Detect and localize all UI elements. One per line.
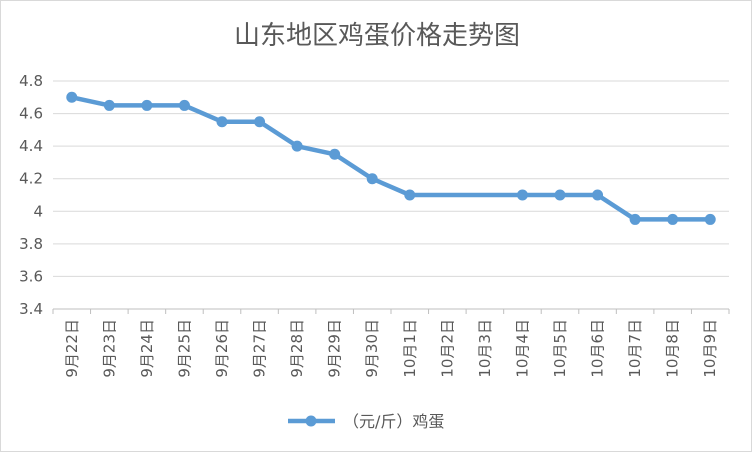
data-point xyxy=(629,213,641,225)
y-tick-label: 4 xyxy=(33,202,43,220)
x-axis: 9月22日 9月23日 9月24日 9月25日 9月26日 9月27日 9月28日 9月29日… xyxy=(52,308,730,378)
y-tick-label: 4.8 xyxy=(19,72,43,90)
data-point xyxy=(516,189,528,201)
x-tick-label: 10月9日 xyxy=(701,319,719,378)
x-tick-label: 10月4日 xyxy=(513,319,531,378)
x-tick-label: 9月25日 xyxy=(175,319,193,378)
legend-label: （元/斤）鸡蛋 xyxy=(343,412,444,431)
y-axis: 3.4 3.6 3.8 4 4.2 4.4 4.6 4.8 xyxy=(19,72,43,318)
y-tick-label: 4.4 xyxy=(19,137,43,155)
x-tick-label: 9月30日 xyxy=(363,319,381,378)
data-point xyxy=(366,173,378,185)
y-tick-label: 4.6 xyxy=(19,105,43,123)
data-point xyxy=(216,116,228,128)
data-point xyxy=(141,99,153,111)
x-tick-label: 9月24日 xyxy=(138,319,156,378)
x-tick-label: 10月1日 xyxy=(401,319,419,378)
y-tick-label: 3.6 xyxy=(19,267,43,285)
x-tick-label: 9月26日 xyxy=(213,319,231,378)
y-tick-label: 3.4 xyxy=(19,300,43,318)
chart-title: 山东地区鸡蛋价格走势图 xyxy=(234,21,520,51)
x-tick-label: 10月6日 xyxy=(589,319,607,378)
data-point xyxy=(66,91,78,103)
data-point xyxy=(291,140,303,152)
data-point xyxy=(329,148,341,160)
data-point xyxy=(667,213,679,225)
data-point xyxy=(178,99,190,111)
legend-marker xyxy=(305,415,317,427)
x-tick-label: 9月27日 xyxy=(251,319,269,378)
x-tick-label: 9月22日 xyxy=(63,319,81,378)
x-tick-label: 10月8日 xyxy=(664,319,682,378)
y-tick-label: 4.2 xyxy=(19,170,43,188)
x-tick-label: 9月29日 xyxy=(326,319,344,378)
series-line xyxy=(69,95,713,222)
data-point xyxy=(254,116,266,128)
data-point xyxy=(592,189,604,201)
series-layer xyxy=(66,91,716,225)
x-tick-label: 9月28日 xyxy=(288,319,306,378)
data-point xyxy=(704,213,716,225)
x-tick-label: 10月2日 xyxy=(438,319,456,378)
data-point xyxy=(404,189,416,201)
x-tick-label: 10月5日 xyxy=(551,319,569,378)
data-point xyxy=(103,99,115,111)
x-tick-label: 10月3日 xyxy=(476,319,494,378)
gridlines xyxy=(53,80,729,277)
data-point xyxy=(554,189,566,201)
y-tick-label: 3.8 xyxy=(19,235,43,253)
x-tick-label: 9月23日 xyxy=(100,319,118,378)
x-tick-label: 10月7日 xyxy=(626,319,644,378)
legend: （元/斤）鸡蛋 xyxy=(288,412,444,431)
